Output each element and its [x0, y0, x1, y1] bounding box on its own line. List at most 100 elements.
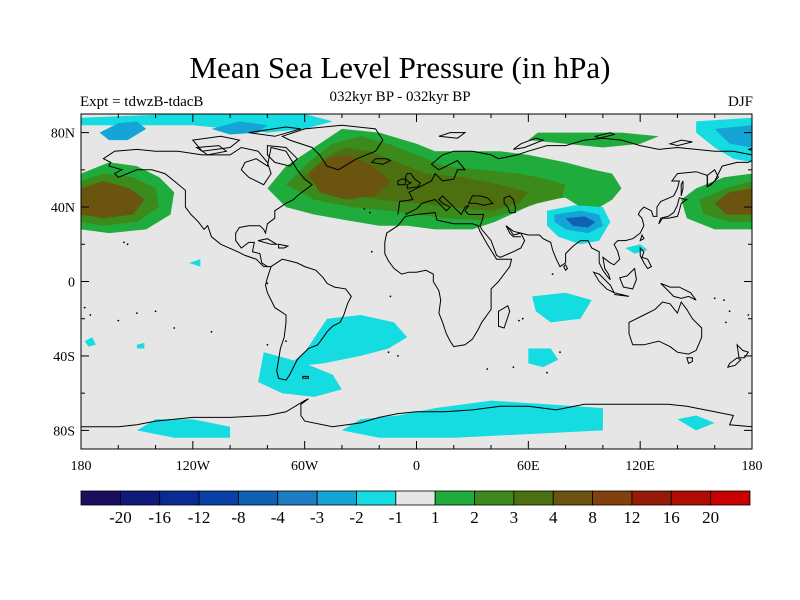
svalbard [438, 132, 467, 139]
island-dot [512, 366, 515, 368]
colorbar-label: 8 [588, 508, 597, 527]
colorbar-label: 1 [431, 508, 440, 527]
island-dot [389, 295, 392, 298]
colorbar-swatch [198, 490, 239, 506]
antarctic-coast-negative-3 [677, 415, 715, 431]
colorbar-swatch [316, 490, 357, 506]
x-tick-label: 120W [176, 459, 211, 474]
taiwan [639, 233, 645, 242]
island-dot [266, 282, 269, 285]
colorbar-label: 4 [549, 508, 558, 527]
island-dot [173, 327, 176, 329]
black-sea [467, 195, 494, 206]
island-dot [486, 368, 489, 370]
ellesmere-island [248, 126, 302, 137]
colorbar-swatch [474, 490, 515, 506]
colorbar-label: -16 [148, 508, 171, 527]
southern-ocean-negative [258, 352, 342, 397]
north-pacific-west-core [81, 181, 145, 219]
arctic-negative-outer [81, 114, 333, 133]
indian-ocean-negative [532, 292, 592, 323]
philippines [639, 246, 653, 270]
island-dot [387, 351, 390, 354]
colorbar-swatch [631, 490, 672, 506]
small-neg-3 [189, 259, 201, 267]
x-tick-label: 60W [291, 459, 319, 474]
asia-south-coast [464, 160, 752, 280]
y-tick-label: 40S [53, 350, 75, 365]
island-dot [285, 340, 287, 342]
island-dot [713, 297, 716, 300]
new-siberian-isles [668, 139, 693, 147]
island-dot [725, 321, 727, 324]
x-tick-label: 120E [625, 459, 655, 474]
north-pacific-east-core [714, 188, 752, 215]
east-asia-negative [625, 244, 648, 254]
map-title: Mean Sea Level Pressure (in hPa) [189, 50, 611, 85]
colorbar-label: -1 [389, 508, 403, 527]
north-america-coast [102, 146, 313, 268]
wrangel-island [748, 147, 752, 151]
europe-asia-coast [397, 137, 752, 215]
sakhalin [680, 180, 684, 197]
island-dot [518, 319, 520, 322]
new-zealand-south [726, 357, 742, 368]
new-guinea [660, 282, 697, 301]
island-dot [363, 208, 366, 210]
x-tick-label: 180 [71, 459, 92, 474]
colorbar-label: -4 [271, 508, 286, 527]
y-tick-label: 40N [51, 201, 75, 216]
madagascar-coast [498, 304, 511, 329]
cuba [257, 238, 279, 245]
colorbar-swatch [513, 490, 554, 506]
x-tick-label: 60E [517, 459, 540, 474]
novaya-zemlya [513, 137, 545, 150]
island-dot [728, 310, 731, 313]
island-dot [747, 314, 750, 316]
colorbar-label: 2 [470, 508, 479, 527]
baffin-island [266, 145, 298, 167]
island-dot [210, 330, 213, 333]
axis-ticks: 180 120W 60W 0 60E 120E 180 80N 40N 0 40S 80S [51, 114, 763, 474]
island-dot [369, 211, 371, 214]
arabia-gulf [505, 225, 521, 238]
new-zealand-coast [736, 343, 750, 359]
small-neg-2 [84, 337, 96, 347]
island-dot [521, 317, 524, 320]
ireland-coast [397, 178, 406, 186]
africa-coast [384, 212, 513, 348]
victoria-island [195, 145, 228, 156]
arctic-negative-mid [99, 121, 147, 141]
island-dot [559, 351, 561, 354]
y-tick-label: 80S [53, 424, 75, 439]
canadian-arctic-isles [191, 135, 241, 152]
colorbar-swatch [552, 490, 593, 506]
island-dot [126, 243, 129, 246]
island-dot [397, 355, 399, 357]
colorbar-label: 20 [702, 508, 719, 527]
map-subtitle: 032kyr BP - 032kyr BP [329, 89, 471, 105]
colorbar-label: -2 [349, 508, 363, 527]
tibet-negative-core [565, 216, 596, 228]
colorbar-swatch [356, 490, 397, 506]
kamchatka [706, 169, 720, 188]
colorbar-label: -8 [231, 508, 245, 527]
colorbar-label: 16 [663, 508, 680, 527]
sri-lanka [563, 263, 569, 272]
colorbar-label: -20 [109, 508, 132, 527]
australia-coast [628, 300, 703, 355]
island-dot [266, 343, 269, 346]
colorbar-swatch [710, 490, 751, 506]
colorbar-swatch [80, 490, 121, 506]
hispaniola [278, 243, 290, 249]
small-neg-1 [136, 342, 145, 349]
season-label: DJF [727, 94, 753, 110]
greenland-coast [281, 124, 384, 171]
chukchi-negative-mid [714, 125, 752, 148]
island-dot [723, 299, 725, 301]
colorbar-swatch [434, 490, 475, 506]
antarctic-coast-negative-2 [136, 419, 231, 438]
antarctica-coast [81, 398, 752, 428]
south-atlantic-negative [286, 315, 408, 368]
